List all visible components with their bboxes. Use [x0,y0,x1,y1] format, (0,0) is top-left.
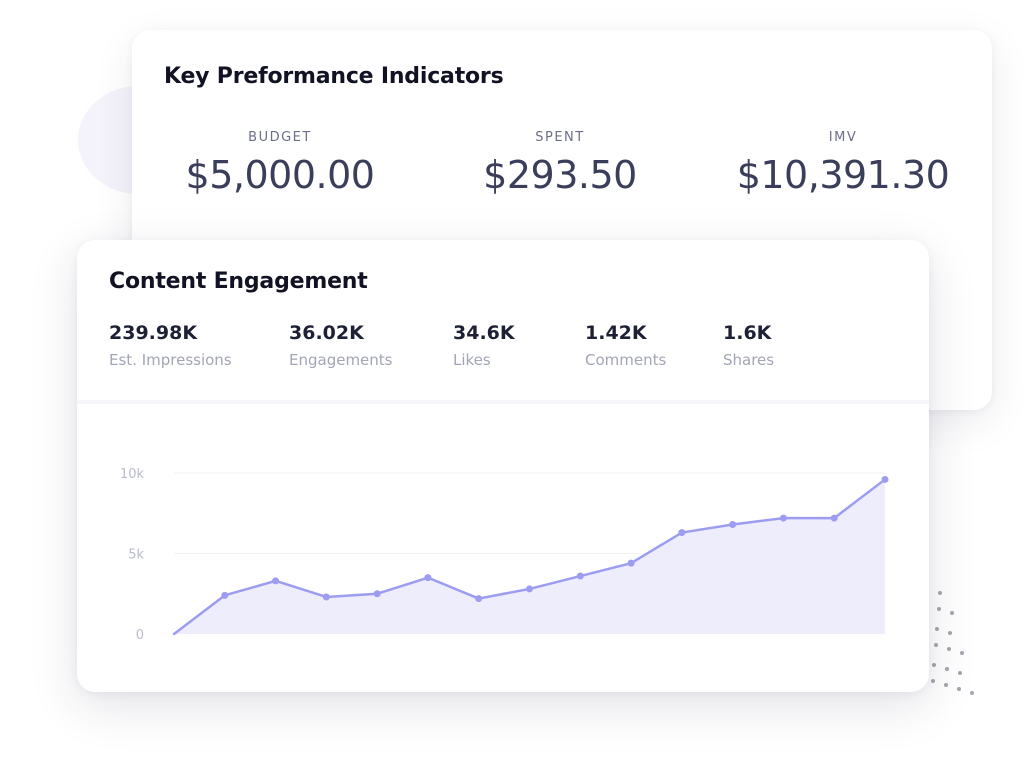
decorative-dot [944,683,948,687]
metric-comments: 1.42K Comments [585,322,666,369]
metric-engagements: 36.02K Engagements [289,322,393,369]
decorative-dot [938,591,942,595]
data-point [221,591,229,599]
metric-impressions: 239.98K Est. Impressions [109,322,232,369]
decorative-dot [937,607,941,611]
engagement-area-chart: 0 5k 10k [120,467,889,643]
kpi-spent-label: SPENT [535,130,585,145]
decorative-dot [960,651,964,655]
metric-impressions-label: Est. Impressions [109,351,232,369]
kpi-imv-value: $10,391.30 [736,153,950,197]
data-point [424,574,432,582]
data-point [830,514,838,522]
decorative-dot [945,667,949,671]
data-point [729,521,737,529]
decorative-dot [948,631,952,635]
metric-shares-value: 1.6K [723,322,772,344]
decorative-dot [932,663,936,667]
metric-impressions-value: 239.98K [109,322,198,344]
metric-comments-label: Comments [585,351,667,369]
data-point [881,475,889,483]
decorative-dot [931,679,935,683]
decorative-dot [970,691,974,695]
y-tick-label: 10k [120,467,145,482]
content-engagement-card: Content Engagement 239.98K Est. Impressi… [77,240,929,692]
data-point [322,593,330,601]
engagement-title: Content Engagement [109,269,368,294]
kpi-budget: BUDGET $5,000.00 [140,130,420,197]
decorative-dot [935,627,939,631]
metric-likes: 34.6K Likes [453,322,515,369]
kpi-spent-value: $293.50 [483,153,637,197]
metric-engagements-value: 36.02K [289,322,364,344]
kpi-budget-value: $5,000.00 [185,153,375,197]
decorative-dot [934,643,938,647]
metric-shares: 1.6K Shares [723,322,774,369]
kpi-imv-label: IMV [828,130,858,145]
data-point [475,595,483,603]
kpi-budget-label: BUDGET [248,130,312,145]
data-point [627,559,635,567]
data-point [526,585,533,593]
y-tick-label: 5k [128,548,144,563]
data-point [373,590,381,598]
metric-shares-label: Shares [723,351,775,369]
decorative-dot [950,611,954,615]
series-area [174,479,885,634]
data-point [272,577,280,585]
metric-engagements-label: Engagements [289,351,393,369]
decorative-dot [957,687,961,691]
data-point [678,529,686,537]
y-tick-label: 0 [136,628,144,643]
section-divider [77,400,929,404]
kpi-imv: IMV $10,391.30 [703,130,983,197]
data-point [779,514,787,522]
decorative-dot [947,647,951,651]
metric-comments-value: 1.42K [585,322,647,344]
metric-likes-label: Likes [453,351,491,369]
kpi-title: Key Preformance Indicators [164,64,504,89]
decorative-dot [958,671,962,675]
kpi-spent: SPENT $293.50 [420,130,700,197]
data-point [576,572,584,580]
metric-likes-value: 34.6K [453,322,515,344]
